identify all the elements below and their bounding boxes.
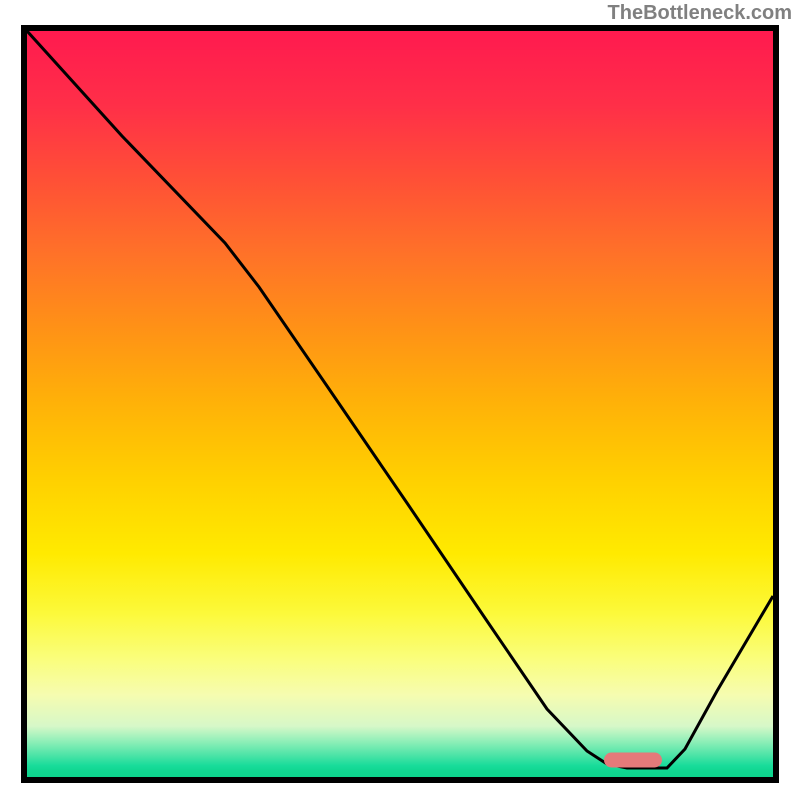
chart-container: TheBottleneck.com [0, 0, 800, 800]
optimal-marker [604, 752, 662, 767]
bottleneck-curve-svg [27, 31, 773, 777]
plot-frame [21, 25, 779, 783]
bottleneck-curve [27, 31, 773, 768]
watermark-text: TheBottleneck.com [608, 2, 792, 25]
